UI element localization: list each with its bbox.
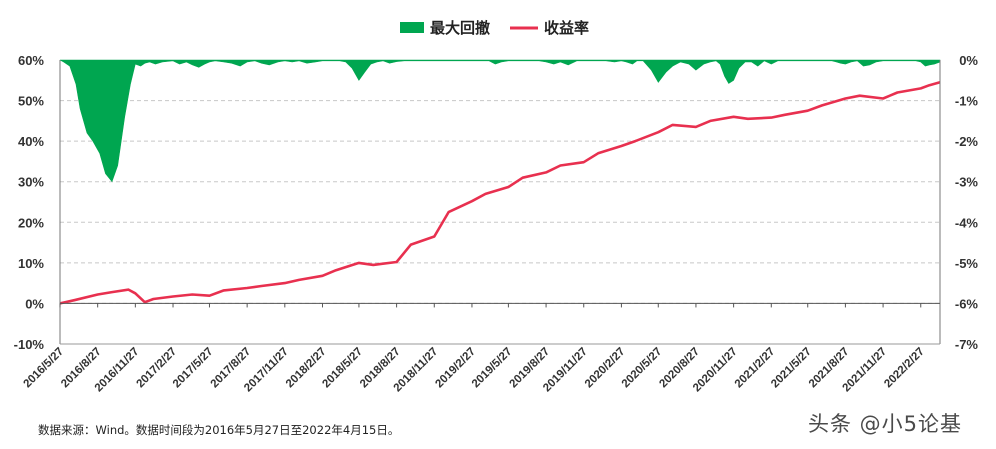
x-tick-label: 2021/5/27 [769,346,814,391]
drawdown-area [59,59,941,183]
return-line-path [59,81,941,305]
return-line [59,81,941,305]
y-left-tick-label: 50% [18,94,44,109]
footnote: 数据来源：Wind。数据时间段为2016年5月27日至2022年4月15日。 [38,423,400,437]
y-right-tick-label: -2% [955,134,979,149]
y-right-tick-label: -6% [955,296,979,311]
x-tick-labels: 2016/5/272016/8/272016/11/272017/2/27201… [21,303,927,394]
legend-drawdown-swatch [400,22,424,33]
legend: 最大回撤 收益率 [400,19,589,37]
y-left-tick-label: 20% [18,215,44,230]
x-tick-label: 2020/5/27 [620,346,665,391]
y-right-tick-label: -7% [955,337,979,352]
y-right-tick-label: -1% [955,94,979,109]
legend-drawdown-label: 最大回撤 [430,19,490,37]
y-left-tick-label: 40% [18,134,44,149]
gridlines [60,100,940,304]
y-right-tick-labels: 0% -1% -2% -3% -4% -5% -6% -7% [955,53,979,352]
y-right-tick-label: -5% [955,256,979,271]
watermark: 头条 @小5论基 [808,412,963,436]
x-tick-label: 2017/5/27 [171,346,216,391]
x-tick-label: 2022/2/27 [882,346,927,391]
y-right-tick-label: -3% [955,175,979,190]
x-tick-label: 2016/5/27 [21,346,66,391]
y-left-tick-label: 0% [25,296,44,311]
y-right-tick-label: -4% [955,215,979,230]
y-left-tick-labels: 60% 50% 40% 30% 20% 10% 0% -10% [14,53,45,352]
axes [59,60,941,345]
y-right-tick-label: 0% [959,53,978,68]
drawdown-area-path [59,59,941,183]
y-left-tick-label: 10% [18,256,44,271]
y-left-tick-label: 30% [18,175,44,190]
legend-return-label: 收益率 [544,19,589,37]
x-tick-label: 2018/5/27 [320,346,365,391]
y-left-tick-label: 60% [18,53,44,68]
y-left-tick-label: -10% [14,337,45,352]
x-tick-label: 2019/5/27 [470,346,515,391]
